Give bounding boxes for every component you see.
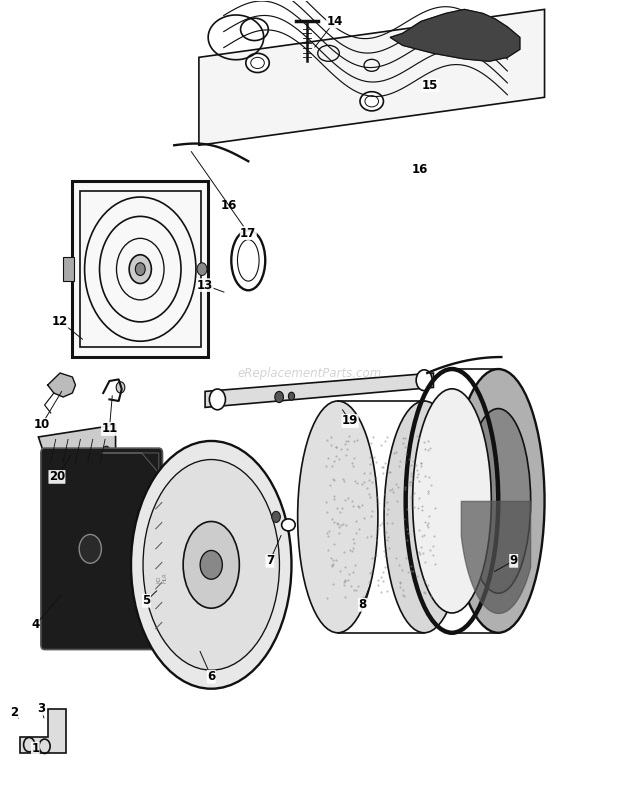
Ellipse shape: [365, 95, 379, 107]
Ellipse shape: [250, 57, 264, 68]
Text: 1: 1: [31, 742, 40, 755]
Polygon shape: [20, 709, 66, 752]
Text: 4: 4: [31, 618, 40, 631]
Text: 16: 16: [221, 199, 237, 213]
Circle shape: [135, 263, 145, 276]
Polygon shape: [48, 373, 76, 397]
Text: 8: 8: [358, 598, 366, 611]
Text: 3: 3: [37, 703, 46, 715]
Circle shape: [200, 550, 223, 579]
Circle shape: [103, 446, 110, 456]
Text: 11: 11: [101, 423, 118, 435]
Text: 9: 9: [510, 554, 518, 567]
Circle shape: [288, 392, 294, 400]
Circle shape: [210, 389, 226, 410]
Text: 6: 6: [207, 670, 215, 683]
Ellipse shape: [452, 369, 544, 633]
Ellipse shape: [246, 54, 269, 72]
Text: 13: 13: [197, 278, 213, 292]
Circle shape: [416, 370, 432, 391]
Polygon shape: [205, 373, 433, 407]
Polygon shape: [102, 453, 159, 473]
Polygon shape: [38, 425, 115, 465]
Ellipse shape: [237, 240, 259, 282]
Bar: [63, 257, 74, 282]
Text: 5: 5: [143, 594, 151, 607]
Ellipse shape: [231, 230, 265, 290]
Text: 14: 14: [327, 15, 343, 28]
Circle shape: [275, 391, 283, 403]
Ellipse shape: [360, 91, 383, 111]
Ellipse shape: [281, 519, 295, 531]
Circle shape: [116, 382, 125, 393]
Circle shape: [272, 512, 280, 522]
Ellipse shape: [131, 441, 291, 689]
Ellipse shape: [413, 389, 491, 613]
Ellipse shape: [466, 408, 531, 593]
Ellipse shape: [183, 521, 239, 608]
Circle shape: [79, 534, 102, 563]
Text: 20: 20: [49, 471, 65, 484]
Text: 10: 10: [33, 419, 50, 431]
Text: 2: 2: [10, 707, 18, 719]
Text: eReplacementParts.com: eReplacementParts.com: [238, 367, 382, 379]
Ellipse shape: [298, 401, 378, 633]
Ellipse shape: [384, 401, 464, 633]
Bar: [80, 191, 201, 347]
Ellipse shape: [143, 460, 280, 670]
Bar: [73, 181, 208, 357]
Polygon shape: [390, 10, 520, 61]
Text: KO
HLR: KO HLR: [157, 572, 168, 583]
Circle shape: [158, 557, 169, 571]
Text: 7: 7: [266, 554, 274, 567]
FancyBboxPatch shape: [41, 448, 162, 650]
Circle shape: [197, 263, 207, 276]
Text: 15: 15: [422, 79, 438, 91]
Circle shape: [129, 255, 151, 284]
Text: 16: 16: [412, 164, 428, 176]
Text: 12: 12: [52, 314, 68, 327]
Text: 17: 17: [240, 227, 257, 240]
Text: 19: 19: [342, 415, 358, 427]
Polygon shape: [199, 10, 544, 145]
